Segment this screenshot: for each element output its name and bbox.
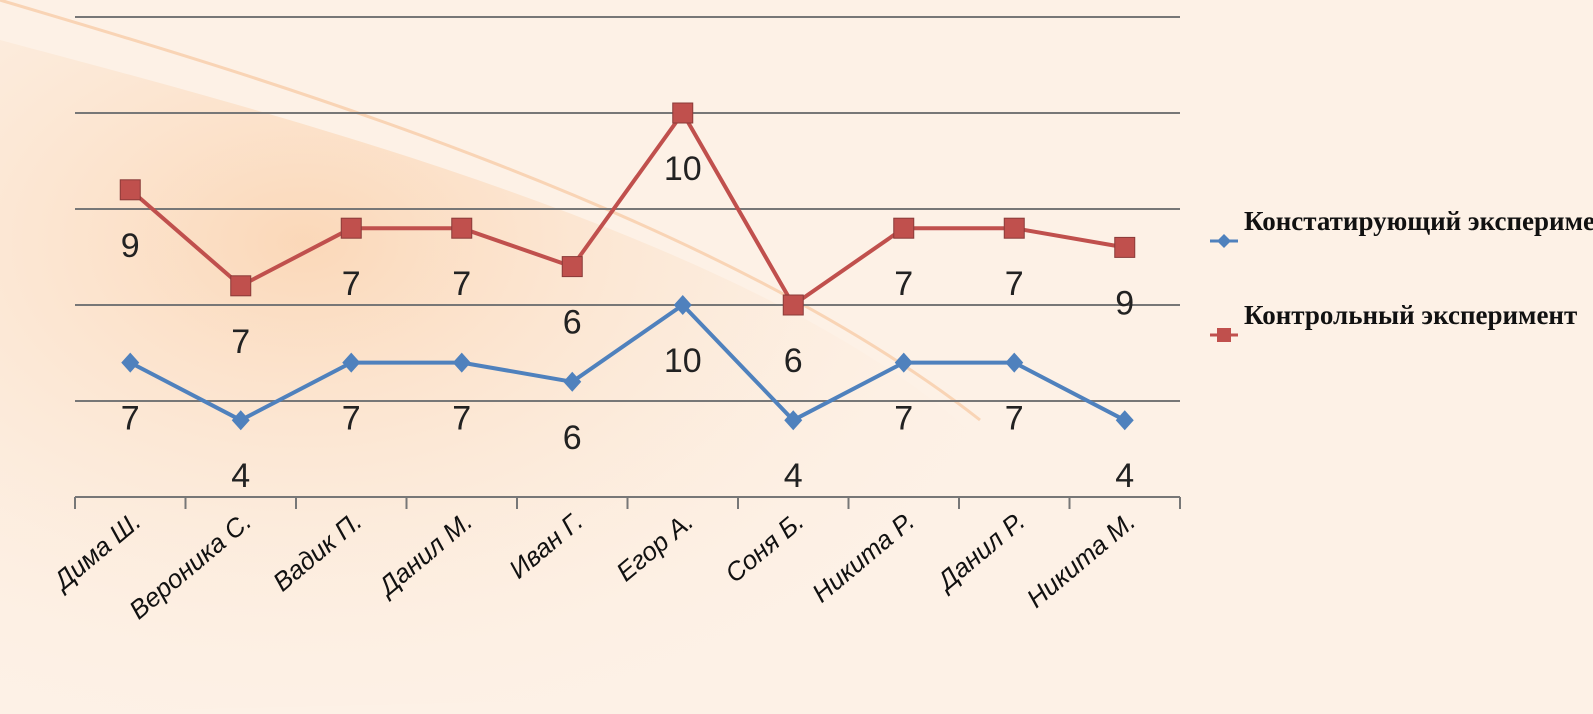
marker (231, 410, 250, 431)
data-label: 7 (1005, 265, 1024, 303)
marker (894, 352, 913, 373)
marker (452, 352, 471, 373)
legend: Констатирующий эксперимент Контрольный э… (1210, 206, 1593, 342)
legend-label: Констатирующий эксперимент (1244, 206, 1593, 236)
marker (784, 410, 803, 431)
series-line (129, 303, 1126, 423)
data-label: 7 (894, 265, 913, 303)
series-line (128, 111, 1126, 307)
data-label: 7 (452, 265, 471, 303)
data-label: 6 (784, 342, 803, 380)
data-label: 9 (1115, 284, 1134, 322)
marker (342, 352, 361, 373)
marker (119, 179, 141, 201)
data-label: 7 (342, 265, 361, 303)
data-label: 7 (121, 400, 140, 438)
data-label: 9 (121, 227, 140, 265)
marker (121, 352, 140, 373)
marker (1003, 217, 1025, 239)
data-label: 4 (1115, 457, 1134, 495)
marker (782, 294, 804, 316)
data-label: 4 (784, 457, 803, 495)
marker (673, 295, 692, 315)
marker (230, 275, 252, 297)
marker (672, 102, 694, 124)
data-label: 10 (664, 150, 702, 188)
data-label: 4 (231, 457, 250, 495)
marker (451, 217, 473, 239)
data-label: 7 (452, 400, 471, 438)
marker (340, 217, 362, 239)
decoration (0, 0, 981, 422)
data-label: 7 (231, 323, 250, 361)
marker (1005, 352, 1024, 373)
marker (561, 256, 583, 278)
marker (893, 217, 915, 239)
marker (1115, 410, 1134, 431)
marker (563, 371, 582, 392)
legend-marker (1217, 234, 1231, 248)
data-label: 7 (1005, 400, 1024, 438)
legend-label: Контрольный эксперимент (1244, 300, 1577, 330)
marker (1114, 236, 1136, 258)
data-label: 6 (563, 419, 582, 457)
data-label: 7 (894, 400, 913, 438)
legend-marker (1217, 328, 1231, 342)
data-label: 7 (342, 400, 361, 438)
data-label: 6 (563, 304, 582, 342)
data-label: 10 (664, 342, 702, 380)
